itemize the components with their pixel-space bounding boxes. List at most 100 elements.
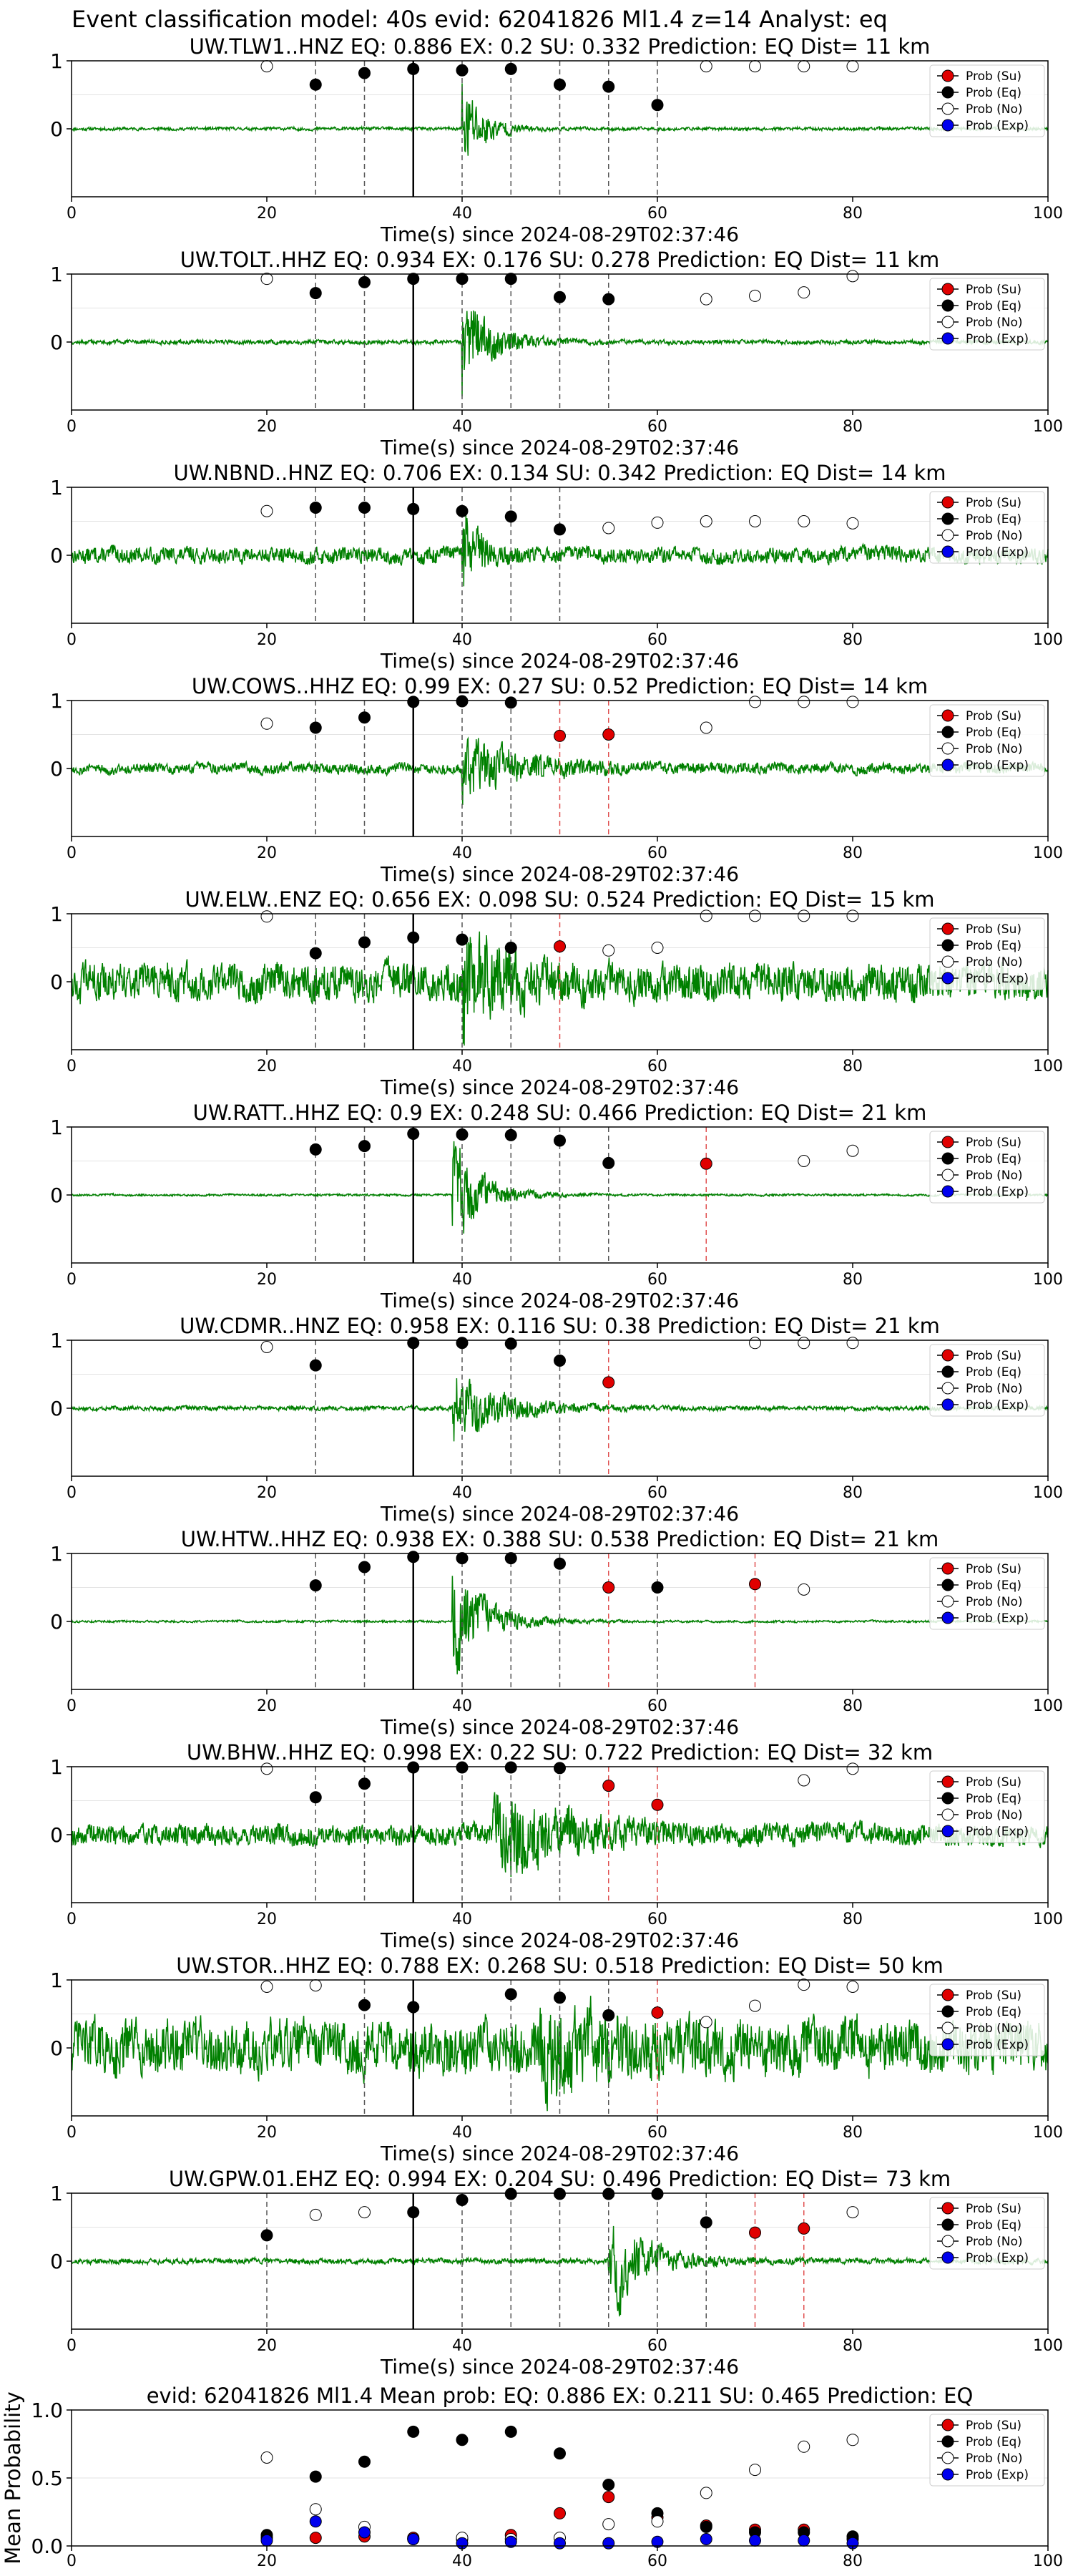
legend-marker (941, 2468, 954, 2481)
probability-point (602, 522, 615, 535)
legend-marker (941, 1562, 954, 1575)
mean-probability-point (554, 2507, 566, 2519)
x-axis-label: Time(s) since 2024-08-29T02:37:46 (380, 1715, 739, 1739)
probability-point (504, 696, 517, 709)
waveform-trace (71, 1996, 1049, 2112)
probability-point (602, 944, 615, 957)
probability-point (700, 2016, 712, 2029)
legend-marker (941, 102, 954, 115)
mean-probability-point (309, 2532, 322, 2545)
waveform-trace (71, 2225, 1049, 2317)
probability-point (554, 940, 566, 953)
legend-marker (941, 726, 954, 738)
mean-probability-point (554, 2537, 566, 2550)
x-tick-label: 80 (843, 1911, 863, 1928)
legend-marker (941, 496, 954, 509)
legend-marker (941, 2235, 954, 2248)
legend-box (929, 1557, 1045, 1630)
mean-probability-point (309, 2515, 322, 2528)
probability-point (358, 1777, 371, 1790)
probability-point (407, 2206, 420, 2219)
probability-point (798, 286, 810, 299)
probability-point (407, 1337, 420, 1350)
x-tick-label: 100 (1033, 1911, 1063, 1928)
mean-probability-point (846, 2434, 859, 2446)
panel-title: UW.TOLT..HHZ EQ: 0.934 EX: 0.176 SU: 0.2… (180, 248, 940, 272)
probability-point (846, 2206, 859, 2219)
legend-box (929, 491, 1045, 564)
probability-point (456, 504, 469, 517)
x-axis-label: Time(s) since 2024-08-29T02:37:46 (380, 2142, 739, 2165)
legend-marker (941, 119, 954, 132)
x-tick-label: 80 (843, 1697, 863, 1715)
legend-box (929, 1770, 1045, 1843)
legend-label: Prob (Exp) (966, 119, 1029, 133)
mean-probability-point (407, 2425, 420, 2438)
mean-probability-point (309, 2470, 322, 2483)
panel-title: UW.GPW.01.EHZ EQ: 0.994 EX: 0.204 SU: 0.… (169, 2167, 951, 2191)
probability-point (700, 293, 712, 306)
probability-point (798, 696, 810, 708)
y-tick-label: 1 (50, 1116, 63, 1139)
mean-probability-point (456, 2434, 469, 2446)
probability-point (798, 515, 810, 527)
legend-label: Prob (Eq) (966, 939, 1021, 953)
probability-point (407, 273, 420, 286)
probability-point (309, 947, 322, 960)
probability-point (651, 516, 664, 529)
y-tick-label: 0.5 (31, 2467, 63, 2490)
probability-point (554, 291, 566, 303)
legend-label: Prob (Exp) (966, 1185, 1029, 1199)
x-tick-label: 80 (843, 631, 863, 649)
panel-title: UW.NBND..HNZ EQ: 0.706 EX: 0.134 SU: 0.3… (173, 461, 946, 485)
summary-title: evid: 62041826 Ml1.4 Mean prob: EQ: 0.88… (147, 2384, 974, 2408)
x-axis-label: Time(s) since 2024-08-29T02:37:46 (380, 2355, 739, 2379)
legend-label: Prob (Su) (966, 922, 1021, 937)
legend-label: Prob (Su) (966, 1562, 1021, 1576)
legend-marker (941, 922, 954, 935)
legend-marker (941, 1792, 954, 1805)
legend-marker (941, 529, 954, 542)
legend-marker (941, 2218, 954, 2231)
x-tick-label: 40 (452, 844, 472, 862)
x-tick-label: 40 (452, 2124, 472, 2142)
probability-point (309, 1143, 322, 1156)
legend-box (929, 1344, 1045, 1417)
x-tick-label: 40 (452, 205, 472, 223)
waveform-trace (71, 931, 1049, 1046)
legend: Prob (Su) Prob (Eq) Prob (No) Prob (Exp) (929, 1131, 1045, 1204)
probability-point (456, 64, 469, 77)
x-tick-label: 0 (67, 1271, 77, 1289)
x-axis-label: Time(s) since 2024-08-29T02:37:46 (380, 223, 739, 246)
probability-point (554, 2187, 566, 2200)
x-tick-label: 40 (452, 1058, 472, 1075)
mean-probability-point (651, 2515, 664, 2528)
legend-marker (941, 2251, 954, 2264)
probability-point (260, 273, 273, 286)
legend-marker (941, 2038, 954, 2051)
x-tick-label: 100 (1033, 2552, 1063, 2570)
legend-marker (941, 939, 954, 952)
legend-marker (941, 86, 954, 99)
probability-point (456, 273, 469, 286)
probability-point (358, 67, 371, 79)
legend-label: Prob (Eq) (966, 2005, 1021, 2019)
panel-title: UW.RATT..HHZ EQ: 0.9 EX: 0.248 SU: 0.466… (193, 1101, 927, 1125)
legend: Prob (Su) Prob (Eq) Prob (No) Prob (Exp) (929, 1557, 1045, 1630)
probability-point (407, 1761, 420, 1774)
station-panel: UW.RATT..HHZ EQ: 0.9 EX: 0.248 SU: 0.466… (50, 1101, 1063, 1312)
mean-probability-point (602, 2491, 615, 2504)
legend-marker (941, 2435, 954, 2448)
legend-marker (941, 955, 954, 968)
x-tick-label: 100 (1033, 2337, 1063, 2355)
legend-marker (941, 1169, 954, 1181)
y-tick-label: 0 (50, 970, 63, 994)
legend-marker (941, 2419, 954, 2431)
x-tick-label: 100 (1033, 1058, 1063, 1075)
x-tick-label: 80 (843, 205, 863, 223)
probability-point (554, 1134, 566, 1147)
waveform-trace (72, 83, 1049, 156)
probability-point (260, 717, 273, 730)
legend-label: Prob (No) (966, 1382, 1023, 1396)
